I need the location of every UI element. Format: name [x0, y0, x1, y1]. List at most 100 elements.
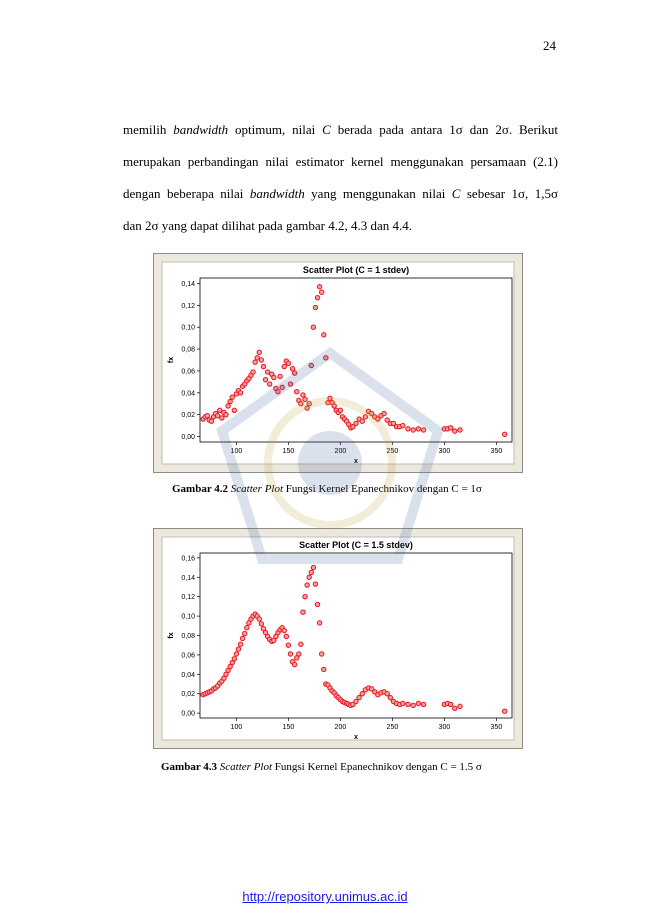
data-point — [289, 366, 296, 372]
data-point — [291, 661, 298, 668]
data-point — [390, 420, 397, 427]
data-point — [271, 374, 277, 381]
data-point — [231, 407, 238, 413]
figure-4-3-frame: Scatter Plot (C = 1.5 stdev) 100 150 200 250… — [153, 528, 523, 749]
data-point — [252, 359, 258, 365]
data-point — [457, 703, 463, 710]
data-point — [316, 284, 323, 290]
data-point — [502, 708, 508, 714]
data-point — [359, 418, 365, 424]
data-point — [279, 384, 285, 391]
x-tick-label: 350 — [491, 448, 503, 455]
data-point — [208, 418, 215, 424]
data-point — [298, 401, 304, 407]
data-point — [420, 427, 427, 433]
y-tick-label: 0,12 — [181, 594, 195, 601]
data-point — [447, 425, 454, 431]
data-point — [304, 582, 310, 588]
x-tick-label: 300 — [439, 448, 451, 455]
data-point — [415, 700, 422, 707]
data-point — [502, 431, 508, 438]
y-tick-label: 0,08 — [181, 633, 195, 640]
x-tick-label: 200 — [335, 724, 347, 731]
x-tick-label: 350 — [491, 724, 503, 731]
data-point — [219, 415, 225, 421]
data-point — [312, 581, 319, 587]
data-point — [372, 689, 378, 695]
data-point — [327, 395, 333, 401]
data-point — [384, 691, 390, 697]
y-tick-label: 0,06 — [181, 652, 195, 659]
y-tick-label: 0,06 — [181, 368, 195, 375]
data-point — [256, 616, 262, 622]
data-point — [235, 646, 242, 652]
data-point — [262, 376, 269, 383]
figure-4-2-caption: Gambar 4.2 Scatter Plot Fungsi Kernel Ep… — [172, 483, 482, 495]
figure-4-2-frame: Scatter Plot (C = 1 stdev) 100 150 200 250 30… — [153, 253, 523, 473]
data-point — [400, 700, 406, 707]
y-tick-label: 0,14 — [181, 281, 195, 288]
scatter-plot-c1: Scatter Plot (C = 1 stdev) 100 150 200 250 30… — [161, 261, 515, 465]
data-point — [410, 427, 416, 433]
data-point — [318, 289, 325, 295]
page-number: 24 — [543, 38, 556, 53]
data-point — [306, 574, 312, 580]
scatter-plot-c15: Scatter Plot (C = 1.5 stdev) 100 150 200 250… — [161, 536, 515, 741]
y-tick-label: 0,02 — [181, 412, 195, 419]
y-tick-label: 0,08 — [181, 347, 195, 354]
data-point — [304, 405, 310, 411]
x-tick-label: 300 — [439, 724, 451, 731]
x-tick-label: 150 — [283, 724, 295, 731]
data-point — [296, 651, 302, 657]
y-axis-label: fx — [168, 357, 175, 363]
data-point — [287, 381, 294, 387]
data-point — [362, 414, 369, 420]
data-point — [323, 355, 329, 361]
y-tick-label: 0,14 — [181, 575, 195, 582]
y-tick-label: 0,12 — [181, 303, 195, 310]
data-point — [242, 630, 248, 637]
data-point — [368, 686, 375, 692]
data-point — [350, 701, 356, 708]
data-point — [314, 601, 321, 608]
data-point — [375, 416, 381, 422]
data-point — [368, 410, 375, 417]
x-tick-label: 100 — [231, 448, 243, 455]
data-point — [225, 403, 231, 409]
data-point — [302, 396, 308, 403]
data-point — [217, 407, 223, 413]
data-point — [250, 369, 256, 375]
paragraph-line-4: dan 2σ yang dapat dilihat pada gambar 4.… — [123, 218, 412, 233]
paragraph-line-2: merupakan perbandingan nilai estimator k… — [123, 154, 558, 169]
data-point — [350, 423, 356, 430]
y-tick-label: 0,00 — [181, 711, 195, 718]
x-tick-label: 250 — [387, 724, 399, 731]
x-tick-label: 150 — [283, 448, 295, 455]
data-point — [231, 656, 238, 662]
data-point — [244, 625, 250, 631]
data-point — [266, 381, 273, 387]
data-point — [214, 413, 221, 419]
data-point — [410, 702, 416, 709]
data-point — [321, 332, 327, 338]
x-tick-label: 250 — [387, 448, 399, 455]
chart-title: Scatter Plot (C = 1.5 stdev) — [299, 540, 413, 550]
data-point — [353, 698, 359, 705]
data-point — [275, 389, 281, 395]
data-point — [285, 360, 292, 366]
data-point — [415, 426, 422, 432]
data-point — [400, 422, 406, 429]
data-point — [321, 666, 327, 673]
data-point — [447, 701, 454, 708]
plot-area — [199, 552, 513, 719]
data-point — [300, 609, 306, 615]
data-point — [331, 403, 337, 409]
data-point — [457, 427, 463, 433]
data-point — [287, 651, 294, 657]
data-point — [306, 401, 312, 407]
x-axis-label: x — [354, 458, 358, 465]
data-point — [258, 621, 265, 627]
repository-url-link[interactable]: http://repository.unimus.ac.id — [242, 889, 408, 904]
data-point — [405, 426, 411, 432]
figure-4-3-caption: Gambar 4.3 Scatter Plot Fungsi Kernel Ep… — [161, 761, 482, 773]
